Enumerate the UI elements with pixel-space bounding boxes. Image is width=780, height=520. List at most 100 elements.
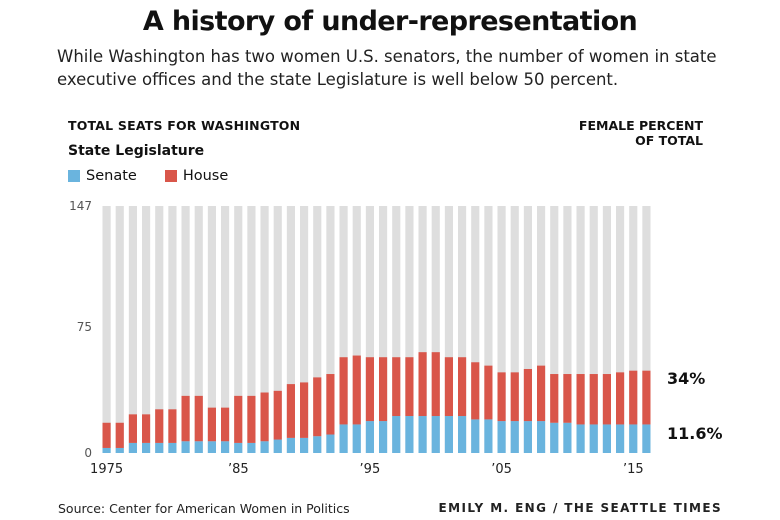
y-tick-label-0: 0 <box>84 446 92 460</box>
house-bar-1979 <box>155 409 164 443</box>
legend-item-senate: Senate <box>68 168 137 184</box>
senate-bar-1995 <box>365 421 374 453</box>
x-axis-ticks: 1975 ’85 ’95 ’05 ’15 <box>90 462 644 477</box>
total-seats-bar-1983 <box>207 206 216 453</box>
senate-bar-2003 <box>471 419 480 453</box>
senate-bar-1985 <box>234 442 243 453</box>
senate-bar-1981 <box>181 441 190 453</box>
chart-title: A history of under-representation <box>142 6 638 37</box>
source-note: Source: Center for American Women in Pol… <box>58 501 350 516</box>
bars-group <box>102 206 651 453</box>
state-legislature-label: State Legislature <box>68 143 205 159</box>
house-bar-1989 <box>286 384 295 438</box>
female-percent-header-line1: FEMALE PERCENT <box>578 118 703 133</box>
senate-bar-1978 <box>142 442 151 453</box>
total-seats-bar-2010 <box>563 206 572 453</box>
senate-bar-2006 <box>510 421 519 453</box>
house-bar-1993 <box>339 357 348 425</box>
house-bar-1976 <box>115 422 124 448</box>
senate-bar-1993 <box>339 424 348 453</box>
house-bar-2007 <box>523 368 532 422</box>
senate-bar-1992 <box>326 434 335 453</box>
house-bar-1990 <box>300 382 309 438</box>
senate-bar-1984 <box>221 441 230 453</box>
house-bar-2006 <box>510 372 519 422</box>
total-seats-bar-2004 <box>484 206 493 453</box>
senate-bar-2001 <box>444 416 453 453</box>
house-bar-1994 <box>352 355 361 425</box>
senate-bar-2012 <box>589 424 598 453</box>
total-seats-bar-1986 <box>247 206 256 453</box>
senate-bar-2016 <box>642 424 651 453</box>
total-seats-bar-1989 <box>286 206 295 453</box>
total-seats-bar-1978 <box>142 206 151 453</box>
senate-bar-1977 <box>128 442 137 453</box>
house-bar-1982 <box>194 395 203 442</box>
house-bar-2011 <box>576 374 585 425</box>
total-seats-bar-1996 <box>379 206 388 453</box>
total-seats-bar-1990 <box>300 206 309 453</box>
total-seats-bar-1993 <box>339 206 348 453</box>
legend-swatch-house <box>164 170 177 182</box>
senate-bar-1989 <box>286 437 295 453</box>
legend-item-house: House <box>164 168 228 184</box>
total-seats-bar-1998 <box>405 206 414 453</box>
y-axis-ticks: 0 75 147 <box>69 199 92 460</box>
house-bar-2005 <box>497 372 506 422</box>
senate-bar-2007 <box>523 421 532 453</box>
house-bar-1997 <box>392 357 401 417</box>
senate-bar-2000 <box>431 416 440 453</box>
female-percent-header: FEMALE PERCENT OF TOTAL <box>543 118 703 148</box>
house-bar-1999 <box>418 352 427 417</box>
total-seats-bar-1982 <box>194 206 203 453</box>
total-seats-bar-1981 <box>181 206 190 453</box>
total-seats-bar-2011 <box>576 206 585 453</box>
total-seats-bar-2001 <box>444 206 453 453</box>
total-seats-bar-1985 <box>234 206 243 453</box>
total-seats-bar-2014 <box>616 206 625 453</box>
house-bar-2000 <box>431 352 440 417</box>
total-seats-bar-2009 <box>550 206 559 453</box>
x-tick-label-1985: ’85 <box>228 462 249 477</box>
total-seats-bar-1975 <box>102 206 111 453</box>
senate-bar-2004 <box>484 419 493 453</box>
legend-label-senate: Senate <box>86 168 137 184</box>
house-bar-1985 <box>234 395 243 443</box>
senate-bar-1997 <box>392 416 401 453</box>
senate-bar-2015 <box>629 424 638 453</box>
total-seats-bar-1980 <box>168 206 177 453</box>
credit-line: EMILY M. ENG / THE SEATTLE TIMES <box>438 501 722 515</box>
house-bar-2012 <box>589 374 598 425</box>
house-bar-1984 <box>221 407 230 442</box>
house-bar-1991 <box>313 377 322 437</box>
total-seats-bar-1988 <box>273 206 282 453</box>
total-seats-bar-2013 <box>602 206 611 453</box>
total-seats-header: TOTAL SEATS FOR WASHINGTON <box>68 118 301 133</box>
total-seats-bar-2007 <box>523 206 532 453</box>
total-seats-bar-2015 <box>629 206 638 453</box>
total-seats-bar-2000 <box>431 206 440 453</box>
total-seats-bar-2005 <box>497 206 506 453</box>
senate-bar-2005 <box>497 421 506 453</box>
total-seats-bar-1976 <box>115 206 124 453</box>
senate-bar-1986 <box>247 442 256 453</box>
senate-bar-1990 <box>300 437 309 453</box>
y-tick-label-75: 75 <box>77 320 92 334</box>
house-bar-1975 <box>102 422 111 448</box>
x-tick-label-1995: ’95 <box>360 462 381 477</box>
senate-bar-1975 <box>102 447 111 453</box>
senate-bar-1994 <box>352 424 361 453</box>
house-bar-1978 <box>142 414 151 443</box>
senate-bar-2008 <box>537 421 546 453</box>
house-bar-1977 <box>128 414 137 443</box>
house-bar-1988 <box>273 390 282 440</box>
house-bar-2016 <box>642 370 651 425</box>
legend: Senate House <box>68 168 228 184</box>
senate-bar-1991 <box>313 436 322 453</box>
senate-bar-1979 <box>155 442 164 453</box>
female-percent-header-line2: OF TOTAL <box>635 133 703 148</box>
legend-swatch-senate <box>68 170 80 182</box>
y-tick-label-147: 147 <box>69 199 92 213</box>
total-seats-bar-2003 <box>471 206 480 453</box>
